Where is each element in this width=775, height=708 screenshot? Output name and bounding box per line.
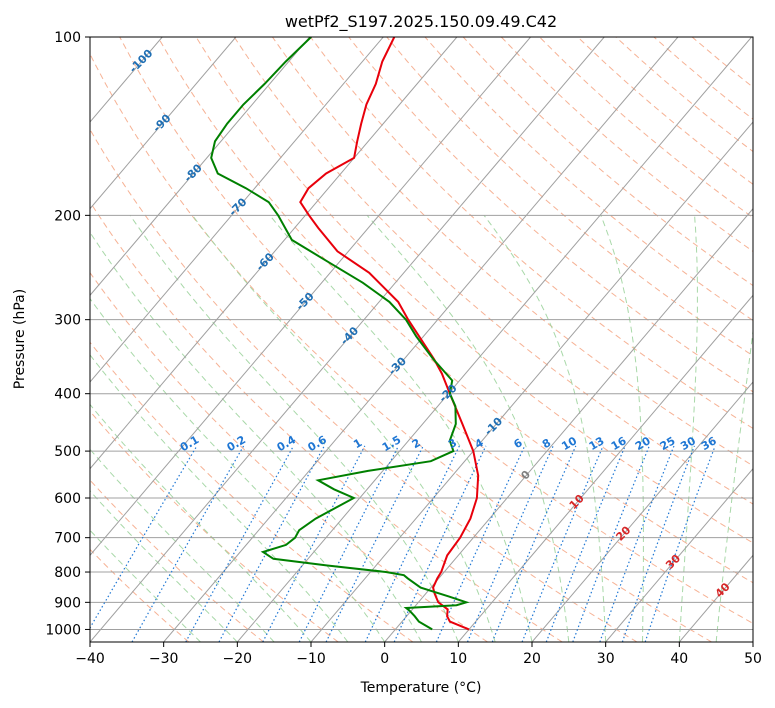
mixing-ratio-line [298,445,400,642]
moist-adiabat-line [90,354,349,642]
mixing-ratio-line [466,445,554,642]
isotherm-line [384,207,753,642]
x-tick-label: −10 [296,651,326,667]
x-tick-label: 10 [449,651,467,667]
chart-title: wetPf2_S197.2025.150.09.49.C42 [285,12,557,32]
y-tick-label: 900 [54,595,81,611]
moist-adiabat-line [90,448,275,642]
mixing-ratio-line [599,445,675,642]
dry-adiabat-line [90,201,563,642]
isotherm-line [605,467,753,642]
moist-adiabat-line [715,327,753,642]
y-tick-label: 600 [54,491,81,507]
axes: −40 −30 −20 −10 0 10 20 30 40 50 100 200 300 400 500 60… [45,30,762,667]
moist-adiabat-line [366,214,570,642]
dry-adiabat-line [233,37,753,505]
x-tick-label: 50 [744,651,762,667]
dry-adiabat-line [310,37,753,430]
mixing-ratio-line [621,445,695,642]
moist-adiabat-line [90,231,422,642]
x-tick-label: 40 [670,651,688,667]
y-tick-label: 500 [54,444,81,460]
x-tick-label: 20 [523,651,541,667]
mixing-ratio-line [572,445,650,642]
mixing-ratio-line [491,445,577,642]
dewpoint-profile-line [210,37,470,631]
moist-adiabat-line [269,214,533,642]
x-tick-label: 30 [597,651,615,667]
isotherm-line [90,37,531,557]
isotherm-line [90,37,458,470]
isotherm-line [90,37,605,642]
plot-frame [89,36,754,643]
dry-adiabat-line [348,37,753,393]
dry-adiabat-line [90,548,190,642]
dry-adiabat-line [271,37,753,467]
y-tick-label: 800 [54,565,81,581]
x-tick-label: −40 [75,651,105,667]
dry-adiabat-line [90,271,488,642]
isotherm-line [457,294,753,642]
dry-adiabat-line [462,37,753,287]
x-tick-label: −30 [149,651,179,667]
y-axis-label: Pressure (hPa) [12,289,28,389]
mixing-ratio-line [364,445,460,642]
isotherm-line [531,381,753,642]
y-tick-label: 400 [54,387,81,403]
isotherm-line [90,37,310,297]
x-axis-label: Temperature (°C) [360,680,482,696]
mixing-ratio-line [325,445,424,642]
dry-adiabat-line [90,479,264,642]
y-tick-label: 1000 [45,622,81,638]
y-tick-label: 300 [54,313,81,329]
mixing-ratio-line [90,445,198,630]
moist-adiabat-line [600,215,644,642]
profile-lines [210,37,480,631]
isotherm-line [90,37,237,210]
moist-adiabat-line [90,403,312,642]
isotherm-line [310,121,753,642]
x-tick-label: −20 [223,651,253,667]
x-tick-label: 0 [380,651,389,667]
dry-adiabat-line [119,37,753,624]
y-tick-label: 100 [54,30,81,46]
moist-adiabat-line [678,215,698,642]
dry-adiabat-line [90,341,414,642]
moist-adiabat-line [483,215,607,642]
mixing-ratio-line [644,445,716,642]
moist-adiabat-line [90,529,201,642]
y-tick-label: 200 [54,208,81,224]
dry-adiabat-line [157,37,753,584]
dry-adiabat-line [90,128,638,642]
isotherm-line [90,37,384,383]
isotherm-line [236,37,752,642]
y-tick-label: 700 [54,531,81,547]
mixing-ratio-line [185,445,295,642]
moist-adiabat-line [90,490,238,642]
moist-adiabat-line [90,297,386,642]
temperature-profile-line [299,37,480,631]
